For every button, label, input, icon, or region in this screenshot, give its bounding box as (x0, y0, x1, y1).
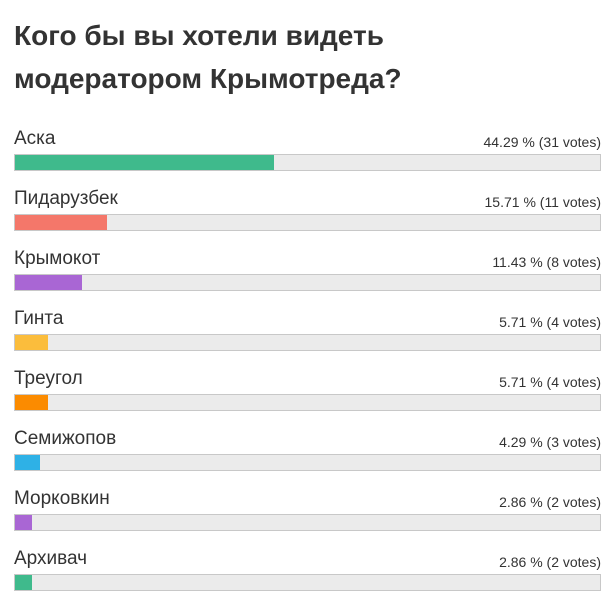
option-result: 2.86 % (2 votes) (499, 494, 601, 510)
option-result: 15.71 % (11 votes) (484, 194, 601, 210)
bar-track (14, 454, 601, 471)
poll-option: Крымокот 11.43 % (8 votes) (14, 248, 601, 304)
bar-track (14, 214, 601, 231)
option-label: Крымокот (14, 248, 101, 269)
option-label: Морковкин (14, 488, 110, 509)
poll-option: Пидарузбек 15.71 % (11 votes) (14, 188, 601, 244)
bar-track (14, 334, 601, 351)
bar (15, 335, 49, 350)
bar (15, 155, 275, 170)
option-result: 11.43 % (8 votes) (492, 254, 601, 270)
poll-option: Архивач 2.86 % (2 votes) (14, 548, 601, 604)
poll-option: Аска 44.29 % (31 votes) (14, 128, 601, 184)
bar-track (14, 274, 601, 291)
bar (15, 455, 41, 470)
option-result: 4.29 % (3 votes) (499, 434, 601, 450)
option-label: Треугол (14, 368, 83, 389)
option-result: 5.71 % (4 votes) (499, 374, 601, 390)
poll-title: Кого бы вы хотели видеть модератором Кры… (14, 20, 402, 94)
option-result: 5.71 % (4 votes) (499, 314, 601, 330)
bar-track (14, 574, 601, 591)
option-label: Архивач (14, 548, 88, 569)
poll-option: Гинта 5.71 % (4 votes) (14, 308, 601, 364)
option-label: Гинта (14, 308, 64, 329)
poll-option: Треугол 5.71 % (4 votes) (14, 368, 601, 424)
option-result: 2.86 % (2 votes) (499, 554, 601, 570)
bar (15, 215, 107, 230)
bar-track (14, 514, 601, 531)
bar (15, 515, 32, 530)
option-result: 44.29 % (31 votes) (483, 134, 601, 150)
poll-option: Семижопов 4.29 % (3 votes) (14, 428, 601, 484)
bar (15, 395, 49, 410)
bar (15, 575, 32, 590)
bar-track (14, 154, 601, 171)
bar (15, 275, 82, 290)
bar-track (14, 394, 601, 411)
option-label: Пидарузбек (14, 188, 118, 209)
option-label: Семижопов (14, 428, 117, 449)
poll-option: Морковкин 2.86 % (2 votes) (14, 488, 601, 544)
option-label: Аска (14, 128, 56, 149)
